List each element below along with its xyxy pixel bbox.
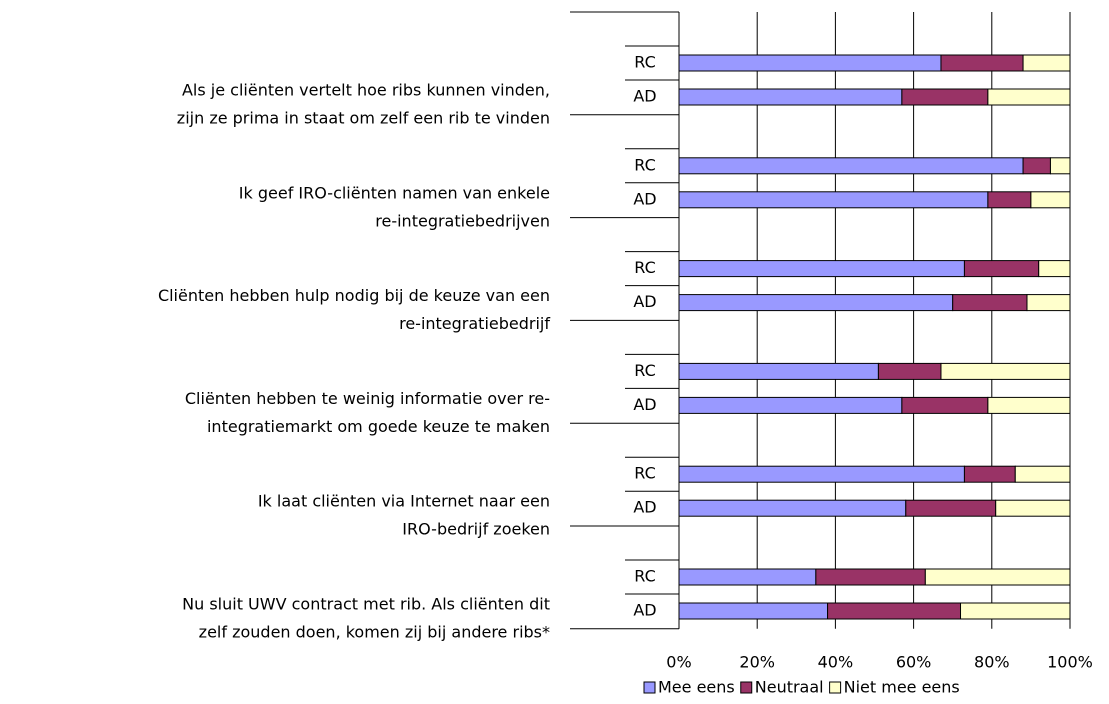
category-label: re-integratiebedrijf [399, 314, 550, 333]
bar-segment [678, 396, 903, 414]
bar-segment [987, 88, 1071, 106]
subcategory-label: AD [633, 292, 656, 311]
legend-swatch [643, 681, 656, 694]
bar-segment [678, 260, 965, 278]
category-label: Cliënten hebben hulp nodig bij de keuze … [158, 286, 550, 305]
subcategory-label: AD [633, 498, 656, 517]
category-label: zijn ze prima in staat om zelf een rib t… [177, 109, 550, 128]
bar-segment [963, 260, 1040, 278]
legend-swatch [740, 681, 753, 694]
legend-label: Mee eens [658, 678, 735, 697]
bar-segment [940, 362, 1071, 380]
x-tick-label: 20% [739, 652, 775, 671]
category-label: Cliënten hebben te weinig informatie ove… [185, 389, 550, 408]
subcategory-label: RC [634, 567, 656, 586]
x-tick-label: 100% [1047, 652, 1093, 671]
bar-segment [987, 396, 1071, 414]
subcategory-label: RC [634, 155, 656, 174]
category-label: Nu sluit UWV contract met rib. Als cliën… [182, 595, 550, 614]
bar-segment [1022, 54, 1071, 72]
bar-segment [1026, 294, 1071, 312]
bar-segment [678, 362, 879, 380]
subcategory-label: RC [634, 361, 656, 380]
category-label: Ik laat cliënten via Internet naar een [258, 492, 550, 511]
bar-segment [678, 88, 903, 106]
category-label: integratiemarkt om goede keuze te maken [207, 417, 550, 436]
bar-segment [678, 568, 817, 586]
x-tick-label: 40% [818, 652, 854, 671]
bar-segment [678, 54, 942, 72]
bar-segment [905, 499, 997, 517]
legend-label: Neutraal [755, 678, 824, 697]
x-tick-label: 80% [974, 652, 1010, 671]
subcategory-label: AD [633, 87, 656, 106]
bar-segment [1014, 465, 1071, 483]
bar-segment [924, 568, 1071, 586]
x-tick-label: 60% [896, 652, 932, 671]
bar-segment [940, 54, 1024, 72]
subcategory-label: RC [634, 258, 656, 277]
bar-segment [877, 362, 942, 380]
bar-segment [678, 602, 829, 620]
subcategory-label: AD [633, 601, 656, 620]
subcategory-label: AD [633, 395, 656, 414]
bar-segment [1038, 260, 1071, 278]
bar-segment [901, 396, 989, 414]
legend-swatch [829, 681, 842, 694]
category-label: zelf zouden doen, komen zij bij andere r… [199, 623, 550, 642]
category-label: IRO-bedrijf zoeken [402, 520, 550, 539]
bar-segment [1022, 157, 1051, 175]
bar-segment [987, 191, 1032, 209]
x-tick-label: 0% [666, 652, 691, 671]
category-label: Ik geef IRO-cliënten namen van enkele [239, 183, 550, 202]
bar-segment [678, 191, 989, 209]
subcategory-label: RC [634, 464, 656, 483]
bar-segment [960, 602, 1071, 620]
bar-segment [952, 294, 1028, 312]
category-label: re-integratiebedrijven [375, 211, 550, 230]
subcategory-label: RC [634, 53, 656, 72]
category-label: Als je cliënten vertelt hoe ribs kunnen … [182, 81, 550, 100]
bar-segment [995, 499, 1071, 517]
bar-segment [678, 294, 954, 312]
bar-segment [815, 568, 926, 586]
bar-segment [963, 465, 1016, 483]
bar-segment [678, 499, 907, 517]
bar-segment [827, 602, 962, 620]
bar-segment [678, 157, 1024, 175]
bar-segment [1049, 157, 1071, 175]
bar-segment [678, 465, 965, 483]
bar-segment [901, 88, 989, 106]
bar-segment [1030, 191, 1071, 209]
legend-label: Niet mee eens [844, 678, 960, 697]
subcategory-label: AD [633, 189, 656, 208]
